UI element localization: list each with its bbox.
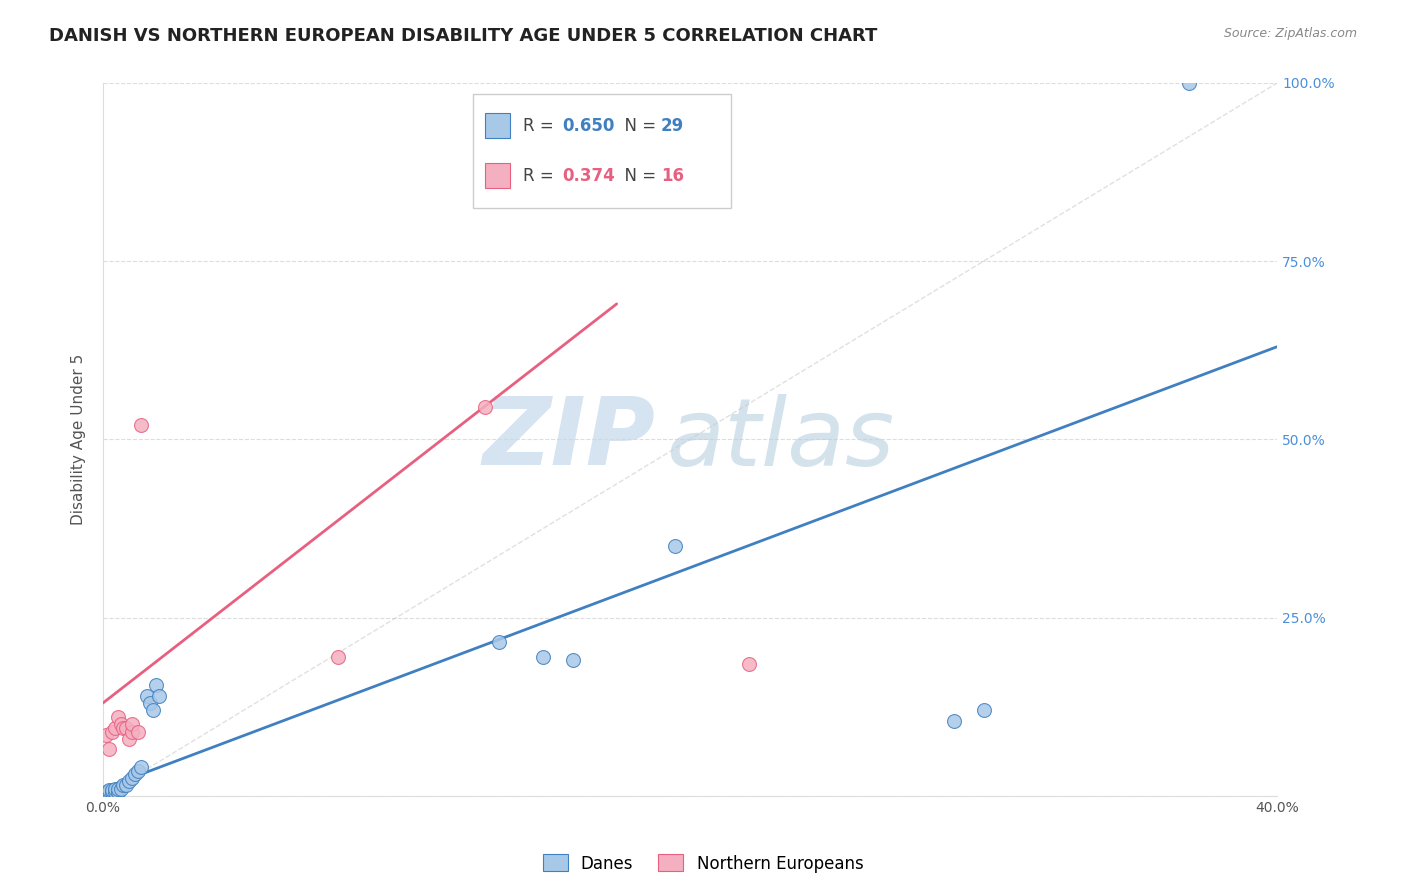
Point: [112, 721, 135, 735]
Point: [100, 724, 122, 739]
Point: [121, 724, 143, 739]
Point: [973, 703, 995, 717]
Text: 29: 29: [661, 117, 683, 135]
Point: [326, 649, 349, 664]
Point: [104, 721, 127, 735]
Point: [121, 771, 143, 785]
FancyBboxPatch shape: [485, 163, 510, 188]
Point: [142, 703, 165, 717]
Point: [107, 785, 129, 799]
Point: [148, 689, 170, 703]
Point: [127, 764, 149, 778]
Text: atlas: atlas: [666, 394, 894, 485]
Point: [107, 710, 129, 724]
Point: [97, 785, 120, 799]
Point: [136, 689, 159, 703]
Point: [139, 696, 162, 710]
Point: [124, 767, 146, 781]
Point: [561, 653, 583, 667]
Point: [97, 742, 120, 756]
Point: [474, 401, 496, 415]
Point: [107, 781, 129, 796]
Text: 0.374: 0.374: [562, 167, 614, 185]
Text: ZIP: ZIP: [482, 393, 655, 485]
Point: [121, 717, 143, 731]
Text: N =: N =: [614, 117, 661, 135]
Point: [100, 783, 122, 797]
Point: [129, 760, 152, 774]
Point: [531, 649, 554, 664]
Point: [1178, 76, 1201, 90]
Point: [118, 774, 141, 789]
FancyBboxPatch shape: [485, 113, 510, 138]
Text: 16: 16: [661, 167, 683, 185]
Point: [145, 678, 167, 692]
Point: [118, 731, 141, 746]
Point: [112, 778, 135, 792]
Point: [129, 418, 152, 433]
Text: Source: ZipAtlas.com: Source: ZipAtlas.com: [1223, 27, 1357, 40]
Point: [488, 635, 510, 649]
Point: [94, 728, 117, 742]
Point: [115, 778, 138, 792]
Point: [104, 785, 127, 799]
Text: N =: N =: [614, 167, 661, 185]
Point: [115, 721, 138, 735]
Point: [94, 785, 117, 799]
Text: 0.650: 0.650: [562, 117, 614, 135]
Point: [97, 783, 120, 797]
Point: [110, 781, 132, 796]
Point: [738, 657, 761, 671]
Text: R =: R =: [523, 117, 560, 135]
Text: R =: R =: [523, 167, 560, 185]
Point: [110, 717, 132, 731]
Text: DANISH VS NORTHERN EUROPEAN DISABILITY AGE UNDER 5 CORRELATION CHART: DANISH VS NORTHERN EUROPEAN DISABILITY A…: [49, 27, 877, 45]
Point: [943, 714, 966, 728]
FancyBboxPatch shape: [472, 94, 731, 208]
Point: [104, 781, 127, 796]
Point: [127, 724, 149, 739]
Point: [664, 539, 686, 553]
Y-axis label: Disability Age Under 5: Disability Age Under 5: [72, 354, 86, 525]
Point: [100, 785, 122, 799]
Legend: Danes, Northern Europeans: Danes, Northern Europeans: [536, 847, 870, 880]
